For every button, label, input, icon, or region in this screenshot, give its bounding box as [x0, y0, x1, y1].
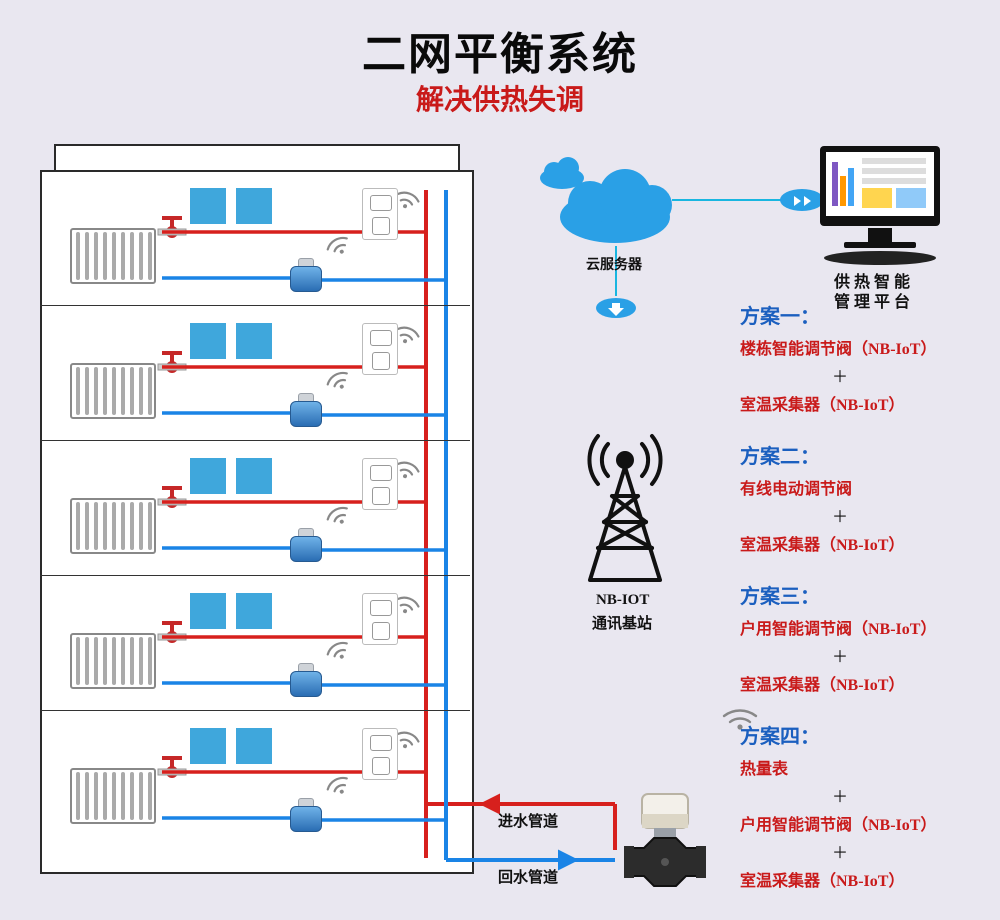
scheme-line: 室温采集器（NB-IoT）	[740, 867, 940, 891]
window	[236, 458, 272, 494]
scheme-plus: ＋	[740, 363, 940, 387]
window	[236, 728, 272, 764]
smart-valve-icon	[288, 393, 322, 427]
radiator-icon	[70, 363, 156, 419]
wall-outlet-icon	[362, 458, 398, 510]
tower-icon	[560, 430, 690, 600]
window	[236, 593, 272, 629]
smart-valve-icon	[288, 528, 322, 562]
cloud-label: 云服务器	[586, 254, 642, 274]
scheme-line: 室温采集器（NB-IoT）	[740, 531, 940, 555]
scheme-line: 热量表	[740, 755, 940, 779]
tower-label-1: NB-IOT	[596, 592, 649, 609]
smart-valve-icon	[288, 798, 322, 832]
scheme-header: 方案一：	[740, 300, 940, 329]
window	[190, 188, 226, 224]
scheme-plus: ＋	[740, 839, 940, 863]
radiator-icon	[70, 768, 156, 824]
scheme-plus: ＋	[740, 783, 940, 807]
radiator-icon	[70, 633, 156, 689]
window	[190, 458, 226, 494]
floor-divider	[40, 710, 470, 711]
window	[190, 323, 226, 359]
scheme-header: 方案四：	[740, 720, 940, 749]
tower-label-2: 通讯基站	[592, 612, 652, 633]
scheme-line: 户用智能调节阀（NB-IoT）	[740, 811, 940, 835]
floor-divider	[40, 575, 470, 576]
floors-container	[40, 170, 470, 870]
radiator-icon	[70, 498, 156, 554]
scheme-block: 方案二： 有线电动调节阀 ＋ 室温采集器（NB-IoT）	[740, 440, 940, 555]
radiator-icon	[70, 228, 156, 284]
wall-outlet-icon	[362, 323, 398, 375]
scheme-line: 室温采集器（NB-IoT）	[740, 391, 940, 415]
window	[190, 593, 226, 629]
wall-outlet-icon	[362, 188, 398, 240]
scheme-line: 楼栋智能调节阀（NB-IoT）	[740, 335, 940, 359]
floor-divider	[40, 440, 470, 441]
return-pipe-label: 回水管道	[498, 866, 558, 887]
scheme-plus: ＋	[740, 503, 940, 527]
scheme-line: 有线电动调节阀	[740, 475, 940, 499]
smart-valve-icon	[288, 258, 322, 292]
scheme-plus: ＋	[740, 643, 940, 667]
supply-pipe-label: 进水管道	[498, 810, 558, 831]
scheme-block: 方案一： 楼栋智能调节阀（NB-IoT） ＋ 室温采集器（NB-IoT）	[740, 300, 940, 415]
wall-outlet-icon	[362, 593, 398, 645]
wall-outlet-icon	[362, 728, 398, 780]
canvas: 二网平衡系统 解决供热失调	[0, 0, 1000, 920]
window	[236, 323, 272, 359]
smart-valve-icon	[288, 663, 322, 697]
scheme-block: 方案三： 户用智能调节阀（NB-IoT） ＋ 室温采集器（NB-IoT）	[740, 580, 940, 695]
scheme-block: 方案四： 热量表 ＋ 户用智能调节阀（NB-IoT） ＋ 室温采集器（NB-IoT）	[740, 720, 940, 891]
scheme-header: 方案三：	[740, 580, 940, 609]
scheme-header: 方案二：	[740, 440, 940, 469]
window	[236, 188, 272, 224]
window	[190, 728, 226, 764]
scheme-line: 户用智能调节阀（NB-IoT）	[740, 615, 940, 639]
scheme-line: 室温采集器（NB-IoT）	[740, 671, 940, 695]
floor-divider	[40, 305, 470, 306]
